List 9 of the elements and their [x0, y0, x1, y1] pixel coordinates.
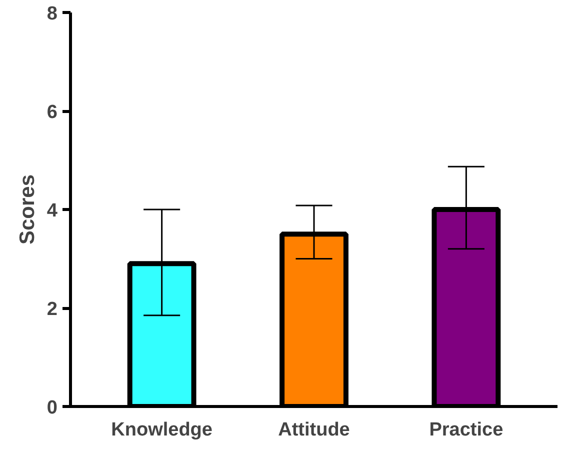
y-tick-label: 2	[46, 299, 58, 320]
x-tick-label: Attitude	[278, 420, 350, 440]
x-tick-label: Knowledge	[111, 420, 212, 440]
y-tick-label: 0	[46, 398, 58, 418]
y-tick-label: 4	[46, 200, 58, 222]
y-tick-label: 8	[46, 4, 58, 24]
y-tick-label: 6	[46, 102, 58, 123]
y-axis-title: Scores	[16, 174, 39, 245]
x-tick-label: Practice	[429, 420, 504, 440]
